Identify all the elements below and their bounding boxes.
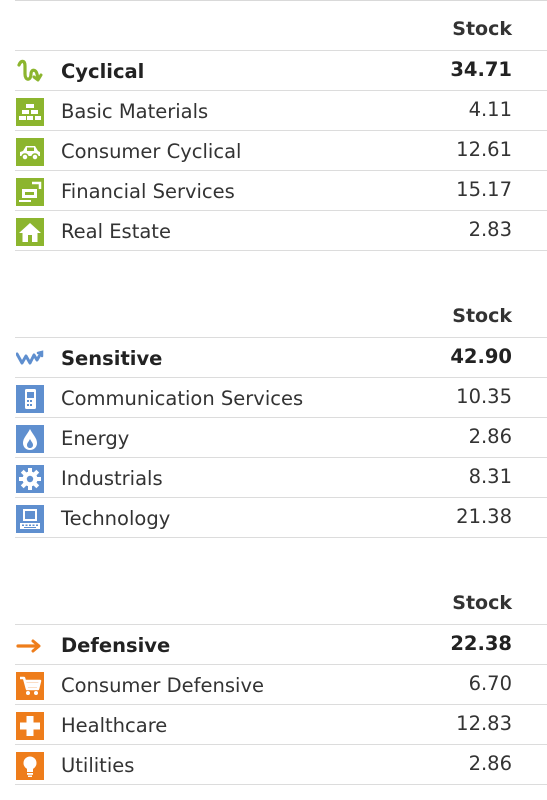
sector-label: Energy xyxy=(61,427,130,450)
super-sector-row-defensive: Defensive 22.38 xyxy=(15,625,547,665)
sector-value: 2.86 xyxy=(468,752,512,775)
sector-label: Financial Services xyxy=(61,180,235,203)
header-row: Stock xyxy=(15,0,547,51)
technology-icon xyxy=(16,505,44,533)
industrials-icon xyxy=(16,465,44,493)
sector-label: Consumer Defensive xyxy=(61,674,264,697)
consumer-cyclical-icon xyxy=(16,138,44,166)
header-row: Stock xyxy=(15,287,547,338)
sector-value: 6.70 xyxy=(468,672,512,695)
sector-label: Healthcare xyxy=(61,714,168,737)
basic-materials-icon xyxy=(16,98,44,126)
sector-label: Basic Materials xyxy=(61,100,209,123)
sector-label: Consumer Cyclical xyxy=(61,140,242,163)
real-estate-icon xyxy=(16,218,44,246)
sector-row-consumer-defensive: Consumer Defensive 6.70 xyxy=(15,665,547,705)
stock-column-header: Stock xyxy=(452,18,512,40)
top-divider xyxy=(15,0,547,1)
super-sector-label: Defensive xyxy=(61,634,171,657)
sector-value: 12.83 xyxy=(456,712,512,735)
energy-icon xyxy=(16,425,44,453)
defensive-group: Stock Defensive 22.38 Consumer Defensive… xyxy=(15,574,547,785)
defensive-icon xyxy=(16,632,44,660)
sector-label: Real Estate xyxy=(61,220,171,243)
sector-value: 15.17 xyxy=(456,178,512,201)
cyclical-group: Stock Cyclical 34.71 Basic Materials 4.1… xyxy=(15,0,547,251)
communication-services-icon xyxy=(16,385,44,413)
super-sector-label: Cyclical xyxy=(61,60,145,83)
sector-row-energy: Energy 2.86 xyxy=(15,418,547,458)
stock-column-header: Stock xyxy=(452,592,512,614)
sensitive-group: Stock Sensitive 42.90 Communication Serv… xyxy=(15,287,547,538)
utilities-icon xyxy=(16,752,44,780)
super-sector-label: Sensitive xyxy=(61,347,163,370)
sector-value: 2.86 xyxy=(468,425,512,448)
sector-value: 4.11 xyxy=(468,98,512,121)
stock-column-header: Stock xyxy=(452,305,512,327)
super-sector-value: 34.71 xyxy=(450,58,512,81)
cyclical-icon xyxy=(16,58,44,86)
sector-value: 8.31 xyxy=(468,465,512,488)
sector-row-real-estate: Real Estate 2.83 xyxy=(15,211,547,251)
sector-value: 21.38 xyxy=(456,505,512,528)
sector-label: Communication Services xyxy=(61,387,304,410)
sector-value: 12.61 xyxy=(456,138,512,161)
sector-row-consumer-cyclical: Consumer Cyclical 12.61 xyxy=(15,131,547,171)
super-sector-value: 42.90 xyxy=(450,345,512,368)
super-sector-value: 22.38 xyxy=(450,632,512,655)
consumer-defensive-icon xyxy=(16,672,44,700)
sector-row-financial-services: Financial Services 15.17 xyxy=(15,171,547,211)
sector-label: Technology xyxy=(61,507,171,530)
super-sector-row-cyclical: Cyclical 34.71 xyxy=(15,51,547,91)
sector-row-healthcare: Healthcare 12.83 xyxy=(15,705,547,745)
sector-label: Industrials xyxy=(61,467,163,490)
header-row: Stock xyxy=(15,574,547,625)
sector-row-utilities: Utilities 2.86 xyxy=(15,745,547,785)
sector-row-communication-services: Communication Services 10.35 xyxy=(15,378,547,418)
sensitive-icon xyxy=(16,345,44,373)
sector-row-technology: Technology 21.38 xyxy=(15,498,547,538)
financial-services-icon xyxy=(16,178,44,206)
sector-label: Utilities xyxy=(61,754,135,777)
sector-value: 10.35 xyxy=(456,385,512,408)
super-sector-row-sensitive: Sensitive 42.90 xyxy=(15,338,547,378)
sector-row-industrials: Industrials 8.31 xyxy=(15,458,547,498)
sector-value: 2.83 xyxy=(468,218,512,241)
healthcare-icon xyxy=(16,712,44,740)
sector-row-basic-materials: Basic Materials 4.11 xyxy=(15,91,547,131)
